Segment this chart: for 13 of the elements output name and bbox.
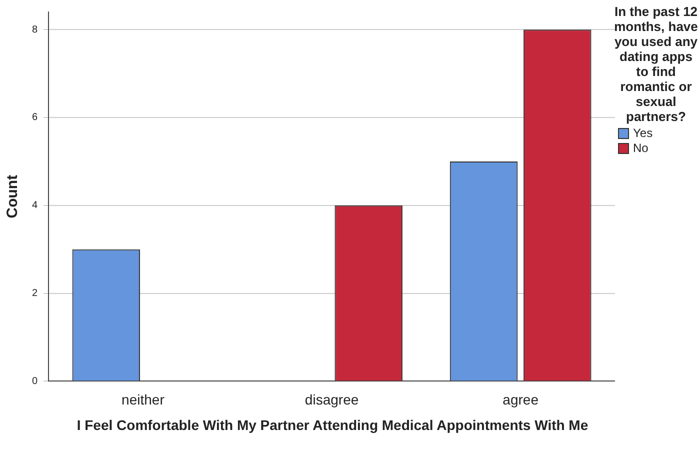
y-tick-label: 4 (32, 200, 38, 212)
legend-title: In the past 12 months, have you used any dating apps to find romantic or sexual partners? (613, 4, 699, 124)
y-axis-title: Count (4, 174, 22, 218)
x-tick-label: neither (122, 391, 165, 408)
x-axis-title: I Feel Comfortable With My Partner Attending Medical Appointments With Me (76, 417, 590, 433)
y-tick-label: 8 (32, 24, 38, 36)
y-tick-label: 6 (32, 112, 38, 124)
x-tick-label: disagree (304, 391, 359, 408)
legend-label: Yes (633, 126, 653, 141)
legend-label: No (633, 141, 648, 156)
x-tick-label: agree (502, 391, 539, 408)
y-tick-label: 2 (32, 288, 38, 300)
y-tick-label: 0 (32, 376, 38, 387)
